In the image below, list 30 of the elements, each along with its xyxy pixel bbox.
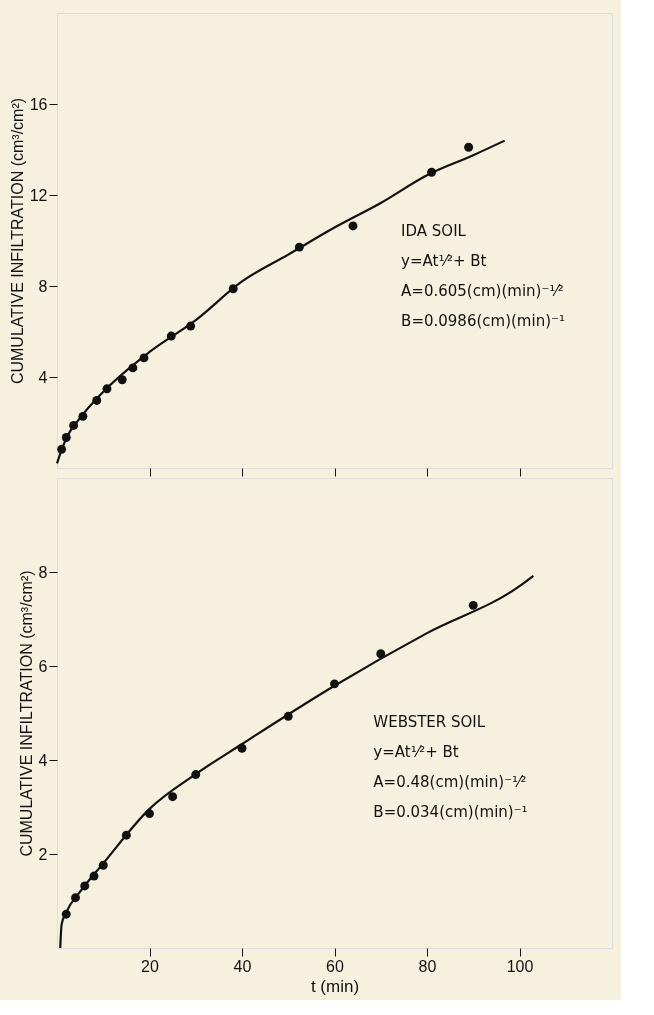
y-tick-label: 16 [29, 95, 48, 113]
y-tick-label: 8 [38, 277, 48, 295]
x-tick-label: 40 [233, 957, 252, 975]
y-axis-title: CUMULATIVE INFILTRATION (cm³/cm²) [8, 97, 26, 385]
point [468, 600, 478, 610]
x-tick-label: 100 [506, 957, 534, 975]
annotation: A=0.605(cm)(min)⁻¹⁄² [401, 281, 564, 300]
y-axis-title: CUMULATIVE INFILTRATION (cm³/cm²) [17, 570, 35, 857]
y-tick-label: 2 [38, 845, 48, 863]
annotation: A=0.48(cm)(min)⁻¹⁄² [373, 773, 527, 792]
y-tick-label: 6 [38, 657, 48, 675]
annotation: IDA SOIL [401, 221, 467, 240]
annotation: B=0.0986(cm)(min)⁻¹ [401, 311, 565, 330]
y-tick-label: 12 [29, 186, 48, 204]
point [348, 221, 358, 231]
x-tick-label: 60 [326, 957, 344, 975]
annotation: y=At¹⁄²+ Bt [373, 743, 459, 762]
x-tick-label: 20 [141, 957, 159, 975]
x-tick-label: 80 [418, 957, 437, 975]
point [168, 792, 178, 802]
point [464, 142, 474, 152]
line-series [59, 574, 535, 950]
y-tick-label: 4 [38, 751, 48, 769]
annotation: WEBSTER SOIL [373, 713, 486, 732]
y-tick-label: 4 [38, 368, 48, 386]
y-tick-label: 8 [38, 563, 48, 581]
point [376, 649, 386, 659]
x-axis-title: t (min) [310, 976, 360, 996]
annotation: B=0.034(cm)(min)⁻¹ [373, 803, 528, 822]
annotation: y=At¹⁄²+ Bt [401, 251, 487, 270]
